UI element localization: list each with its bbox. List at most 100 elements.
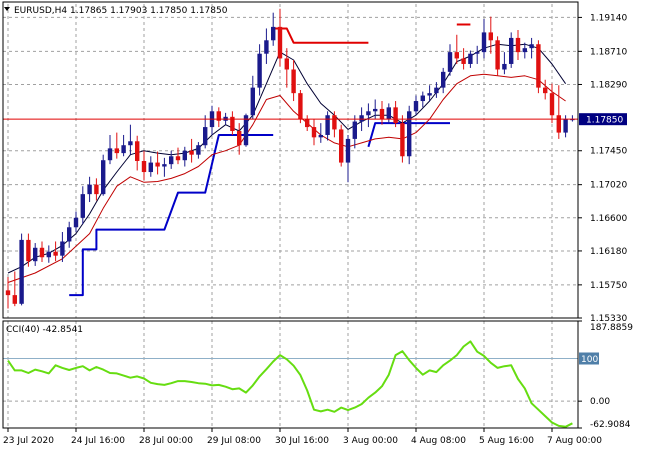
bear-candle-body: [53, 251, 58, 256]
candle[interactable]: [339, 124, 344, 167]
candle[interactable]: [271, 12, 276, 46]
candle[interactable]: [73, 211, 79, 233]
candle[interactable]: [468, 50, 473, 68]
bull-candle-body: [182, 150, 187, 161]
candle[interactable]: [243, 113, 249, 147]
candle[interactable]: [393, 101, 398, 128]
candle[interactable]: [311, 119, 317, 146]
candle[interactable]: [162, 157, 167, 177]
candle[interactable]: [536, 40, 541, 94]
candle[interactable]: [196, 142, 201, 159]
candle[interactable]: [563, 115, 568, 138]
candle[interactable]: [203, 115, 208, 149]
candles[interactable]: [5, 8, 575, 309]
candle[interactable]: [318, 123, 323, 143]
candle[interactable]: [209, 105, 215, 135]
candle[interactable]: [94, 178, 99, 201]
candle[interactable]: [87, 176, 92, 203]
bear-candle-body: [339, 129, 344, 163]
candle[interactable]: [128, 124, 133, 155]
bull-candle-body: [413, 101, 419, 112]
candle[interactable]: [509, 32, 514, 68]
candle[interactable]: [407, 105, 412, 165]
candle[interactable]: [379, 101, 385, 125]
candle[interactable]: [441, 67, 446, 94]
candle[interactable]: [257, 44, 262, 96]
bear-candle-body: [311, 127, 317, 138]
candle[interactable]: [481, 18, 487, 59]
candle[interactable]: [549, 83, 555, 124]
candle[interactable]: [33, 243, 38, 266]
candle[interactable]: [135, 135, 140, 171]
candle[interactable]: [529, 37, 534, 59]
bull-candle-body: [80, 194, 85, 218]
candle[interactable]: [250, 75, 255, 120]
candle[interactable]: [427, 85, 432, 102]
candle[interactable]: [46, 245, 51, 263]
candle[interactable]: [325, 111, 330, 141]
candle[interactable]: [237, 123, 242, 155]
candle[interactable]: [67, 221, 72, 248]
candle[interactable]: [12, 271, 17, 307]
candle[interactable]: [400, 115, 405, 163]
bull-candle-body: [257, 53, 262, 88]
candle[interactable]: [332, 111, 337, 138]
candle[interactable]: [305, 115, 310, 132]
candle[interactable]: [556, 85, 561, 139]
candle[interactable]: [386, 103, 391, 124]
candle[interactable]: [141, 150, 147, 180]
candle[interactable]: [114, 132, 119, 159]
candle[interactable]: [447, 44, 453, 76]
bear-candle-body: [155, 162, 160, 167]
bull-candle-body: [128, 141, 133, 146]
candle[interactable]: [182, 146, 187, 167]
bull-candle-body: [441, 71, 446, 88]
candle[interactable]: [277, 8, 283, 67]
candle[interactable]: [169, 150, 174, 169]
candle[interactable]: [488, 16, 493, 54]
candle[interactable]: [434, 82, 439, 98]
candle[interactable]: [60, 232, 65, 262]
candle[interactable]: [5, 276, 11, 309]
candle[interactable]: [522, 42, 527, 59]
candle[interactable]: [39, 241, 45, 262]
bear-candle-body: [135, 141, 140, 161]
time-axis: 23 Jul 2020 24 Jul 16:00 28 Jul 00:00 29 Ju…: [3, 428, 602, 446]
candle[interactable]: [413, 95, 419, 116]
candle[interactable]: [420, 91, 425, 108]
candle[interactable]: [53, 241, 58, 262]
candle[interactable]: [495, 36, 500, 76]
candle[interactable]: [515, 30, 521, 61]
candle[interactable]: [121, 134, 126, 157]
bear-candle-body: [12, 295, 17, 304]
candle[interactable]: [461, 48, 466, 70]
candle[interactable]: [570, 115, 575, 122]
candle[interactable]: [148, 156, 153, 177]
collapse-triangle-icon[interactable]: [4, 7, 10, 11]
candle[interactable]: [366, 103, 371, 128]
candle[interactable]: [216, 107, 221, 128]
candle[interactable]: [175, 147, 181, 165]
candle[interactable]: [264, 28, 269, 64]
candle[interactable]: [189, 138, 194, 163]
candle[interactable]: [230, 111, 235, 135]
bull-candle-body: [73, 217, 79, 228]
candle[interactable]: [298, 89, 303, 124]
candle[interactable]: [19, 233, 24, 306]
bull-candle-body: [46, 251, 51, 258]
candle[interactable]: [155, 151, 160, 175]
candle[interactable]: [373, 99, 378, 120]
candle[interactable]: [284, 48, 289, 88]
candle[interactable]: [475, 45, 480, 64]
candle[interactable]: [107, 134, 113, 165]
candle[interactable]: [543, 79, 548, 100]
candle[interactable]: [101, 154, 106, 196]
candle[interactable]: [345, 134, 351, 183]
candle[interactable]: [291, 60, 296, 102]
candle[interactable]: [80, 186, 85, 225]
candle[interactable]: [26, 233, 31, 267]
candle[interactable]: [454, 34, 459, 64]
candle[interactable]: [502, 52, 507, 75]
candle[interactable]: [352, 115, 357, 149]
